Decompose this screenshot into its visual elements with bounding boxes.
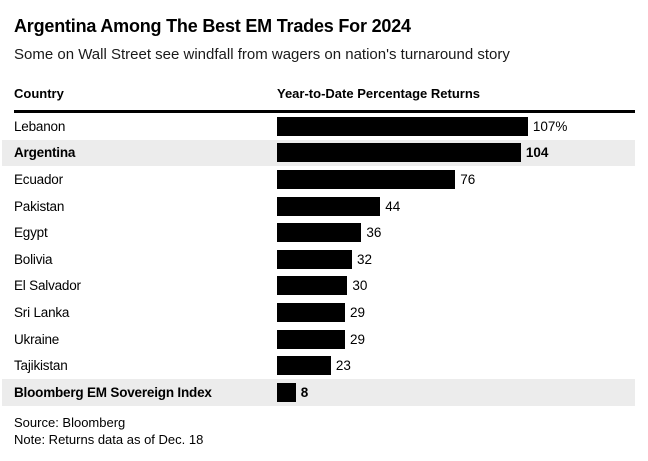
note-text: Note: Returns data as of Dec. 18 — [14, 432, 204, 447]
country-label: Ecuador — [14, 171, 63, 187]
country-label: Ukraine — [14, 331, 60, 347]
bar-cell: 32 — [277, 246, 635, 273]
chart-title: Argentina Among The Best EM Trades For 2… — [14, 16, 411, 36]
bar-cell: 44 — [277, 193, 635, 220]
chart-row: El Salvador 30 — [2, 273, 635, 300]
country-label: Pakistan — [14, 198, 65, 214]
bar — [277, 116, 528, 136]
chart-row: Egypt 36 — [2, 219, 635, 246]
bar — [277, 382, 296, 402]
bar-cell: 36 — [277, 219, 635, 246]
bar — [277, 196, 381, 216]
bar — [277, 356, 331, 376]
bar — [277, 249, 352, 269]
column-headers: Country Year-to-Date Percentage Returns — [14, 86, 635, 101]
chart-subtitle: Some on Wall Street see windfall from wa… — [14, 46, 510, 63]
source-text: Source: Bloomberg — [14, 415, 126, 430]
bar — [277, 276, 348, 296]
country-column-header: Country — [14, 86, 64, 101]
country-label: Egypt — [14, 225, 48, 241]
value-label: 32 — [357, 251, 373, 267]
bar-cell: 76 — [277, 166, 635, 193]
bar-cell: 29 — [277, 326, 635, 353]
bar-cell: 104 — [277, 140, 635, 167]
country-label: Tajikistan — [14, 358, 68, 374]
chart-row: Pakistan 44 — [2, 193, 635, 220]
returns-column-header: Year-to-Date Percentage Returns — [277, 86, 481, 101]
bar-cell: 30 — [277, 273, 635, 300]
value-label: 30 — [352, 278, 368, 294]
chart-row: Tajikistan 23 — [2, 352, 635, 379]
chart-row: Sri Lanka 29 — [2, 299, 635, 326]
chart-rows: Lebanon 107% Argentina 104 Ecuador 76 Pakistan… — [2, 113, 635, 406]
country-label: Bloomberg EM Sovereign Index — [14, 384, 212, 400]
bar — [277, 302, 345, 322]
country-label: Lebanon — [14, 118, 66, 134]
value-label: 107% — [532, 118, 568, 134]
value-label: 29 — [350, 304, 366, 320]
bar — [277, 169, 456, 189]
country-label: Sri Lanka — [14, 304, 70, 320]
value-label: 23 — [335, 358, 351, 374]
value-label: 29 — [350, 331, 366, 347]
value-label: 76 — [460, 171, 476, 187]
bar-cell: 107% — [277, 113, 635, 140]
value-label: 8 — [300, 384, 309, 400]
country-label: Bolivia — [14, 251, 53, 267]
country-label: El Salvador — [14, 278, 81, 294]
value-label: 36 — [366, 225, 382, 241]
value-label: 104 — [525, 145, 549, 161]
chart-row: Ecuador 76 — [2, 166, 635, 193]
chart-row: Lebanon 107% — [2, 113, 635, 140]
bar — [277, 329, 345, 349]
chart-row: Argentina 104 — [2, 139, 635, 167]
value-label: 44 — [385, 198, 401, 214]
chart-row: Bloomberg EM Sovereign Index 8 — [2, 378, 635, 406]
header-rule — [14, 110, 635, 113]
bar — [277, 223, 362, 243]
bar-cell: 8 — [277, 379, 635, 406]
chart-row: Bolivia 32 — [2, 246, 635, 273]
chart-row: Ukraine 29 — [2, 326, 635, 353]
bar-cell: 23 — [277, 352, 635, 379]
bar-cell: 29 — [277, 299, 635, 326]
country-label: Argentina — [14, 145, 76, 161]
bar — [277, 143, 521, 163]
